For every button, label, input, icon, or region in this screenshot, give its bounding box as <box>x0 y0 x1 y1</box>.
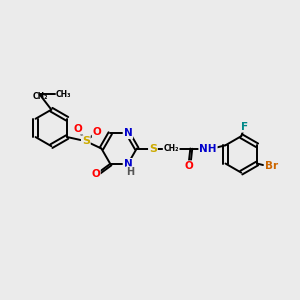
Text: O: O <box>73 124 82 134</box>
Text: O: O <box>91 169 100 179</box>
Text: O: O <box>184 161 193 171</box>
Text: S: S <box>149 143 157 154</box>
Text: O: O <box>93 127 101 137</box>
Text: F: F <box>241 122 248 132</box>
Text: CH₃: CH₃ <box>56 90 71 99</box>
Text: N: N <box>124 128 132 138</box>
Text: CH₂: CH₂ <box>32 92 48 100</box>
Text: H: H <box>126 167 134 177</box>
Text: Br: Br <box>265 161 278 172</box>
Text: CH₂: CH₂ <box>164 144 179 153</box>
Text: N: N <box>124 159 132 169</box>
Text: NH: NH <box>199 143 217 154</box>
Text: S: S <box>82 136 90 146</box>
